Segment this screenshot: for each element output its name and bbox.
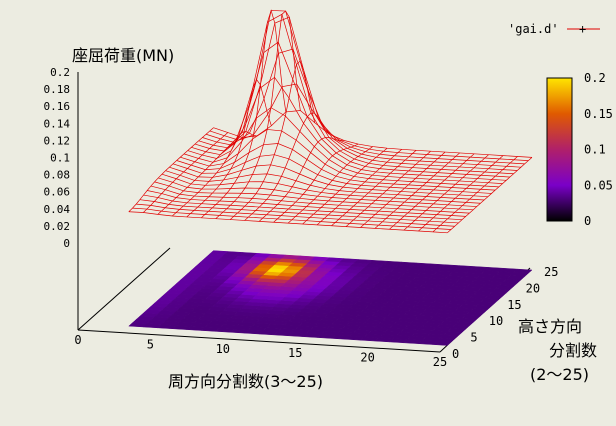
x-tick-label: 0 [74,333,81,347]
y-tick-label: 20 [526,281,540,295]
mesh-line-y [316,149,402,226]
mesh-line-y [403,154,489,231]
mesh-line-y [229,60,316,220]
y-tick-label: 0 [452,347,459,361]
y-tick-labels: 05 10 15 20 25 [452,265,558,361]
back-left-line [77,247,171,331]
legend: 'gai.d' + [508,22,600,36]
mesh-line-y [389,153,475,230]
x-tick-labels: 0 5 10 15 20 25 [74,333,447,369]
surface-mesh [128,9,533,234]
z-tick-label: 0.14 [44,117,71,130]
colorbar-tick-label: 0.05 [584,178,613,192]
mesh-line-y [172,131,257,217]
z-axis-label: 座屈荷重(MN) [72,46,174,65]
colorbar-tick-label: 0 [584,214,591,228]
colorbar-tick-label: 0.15 [584,107,613,121]
y-axis-label-line2: 分割数 [549,341,597,360]
z-tick-label: 0.12 [44,134,71,147]
mesh-line-y [258,137,344,222]
colorbar-tick-label: 0.2 [584,71,606,85]
mesh-line-y [374,152,460,229]
z-tick-label: 0.16 [44,100,71,113]
colorbar-tick-labels: 0 0.05 0.1 0.15 0.2 [584,71,613,228]
mesh-line-y [432,156,518,233]
mesh-line-y [302,147,388,225]
mesh-line-y [244,112,330,221]
y-tick-label: 15 [507,298,521,312]
x-axis-line [77,329,441,353]
mesh-line-y [215,10,301,219]
x-tick-label: 20 [360,351,374,365]
mesh-line-x [132,207,452,230]
mesh-line-y [331,150,417,227]
mesh-line-y [273,143,359,223]
colorbar-tick-label: 0.1 [584,143,606,157]
z-tick-label: 0.08 [44,169,71,182]
y-tick-label: 10 [489,314,503,328]
z-tick-label: 0.1 [50,152,70,165]
z-tick-label: 0.04 [44,203,71,216]
mesh-line-y [345,150,431,227]
mesh-line-y [157,137,243,215]
z-tick-labels: 0 0.02 0.04 0.06 0.08 0.1 0.12 0.14 0.16 0.18 0.2 [44,66,71,250]
mesh-line-x [194,13,514,175]
y-tick-label: 5 [470,331,477,345]
y-tick-label: 25 [544,265,558,279]
base-heatmap [128,250,533,346]
mesh-line-y [200,9,287,219]
x-axis-label: 周方向分割数(3〜25) [168,372,323,391]
mesh-line-x [128,211,448,234]
x-tick-label: 15 [288,346,302,360]
legend-marker: + [579,22,586,36]
mesh-line-y [418,155,504,232]
z-tick-label: 0.2 [50,66,70,79]
heatmap-cell [513,268,533,274]
z-tick-label: 0.18 [44,83,71,96]
mesh-line-y [287,146,373,224]
legend-label: 'gai.d' [508,22,559,36]
colorbar: 0 0.05 0.1 0.15 0.2 [546,71,613,228]
z-tick-label: 0.02 [44,220,71,233]
mesh-line-y [360,151,446,228]
z-tick-label: 0 [63,237,70,250]
mesh-line-x [213,110,533,158]
mesh-line-y [128,127,214,212]
y-axis-label-line1: 高さ方向 [518,317,582,336]
mesh-line-y [447,157,533,234]
y-axis-label-line3: (2〜25) [530,365,589,384]
x-tick-label: 25 [433,355,447,369]
mesh-line-y [186,79,272,218]
z-tick-label: 0.06 [44,186,71,199]
x-tick-label: 10 [216,342,230,356]
colorbar-gradient [546,77,573,222]
mesh-line-x [158,177,477,207]
mesh-line-x [180,129,499,188]
mesh-line-y [143,132,229,213]
x-tick-label: 5 [147,337,154,351]
mesh-line-x [136,203,455,227]
